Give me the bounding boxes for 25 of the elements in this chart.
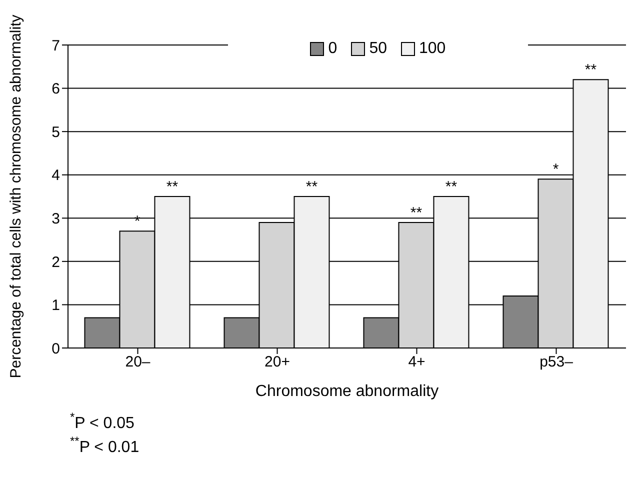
data-label: **	[166, 178, 178, 196]
y-tick-label: 5	[52, 124, 60, 141]
y-tick-label: 3	[52, 210, 60, 228]
data-label: **	[584, 62, 597, 79]
text: $^{**}$P < 0.01	[70, 434, 140, 456]
data-label: *	[552, 161, 559, 178]
data-label: **	[306, 178, 318, 196]
text: $^{*}$P < 0.05	[70, 410, 135, 432]
legend-label: 50	[369, 40, 387, 58]
legend-label: 100	[419, 40, 446, 58]
x-tick-label: 4+	[408, 354, 426, 371]
y-tick-label: 2	[52, 254, 60, 271]
x-tick-label: p53–	[540, 354, 574, 371]
y-axis-title: Percentage of total cells with chromosome abnormality	[7, 14, 24, 378]
y-tick-label: 7	[52, 37, 60, 54]
y-tick-label: 0	[52, 340, 60, 358]
y-tick-label: 4	[52, 167, 60, 184]
y-tick-label: 6	[52, 80, 60, 98]
legend-label: 0	[328, 40, 338, 58]
x-tick-label: 20+	[264, 354, 290, 371]
x-axis-title: Chromosome abnormality	[255, 383, 439, 400]
y-tick-label: 1	[52, 297, 60, 314]
x-tick-label: 20–	[125, 354, 151, 371]
data-label: **	[410, 204, 422, 222]
data-label: **	[445, 178, 458, 196]
